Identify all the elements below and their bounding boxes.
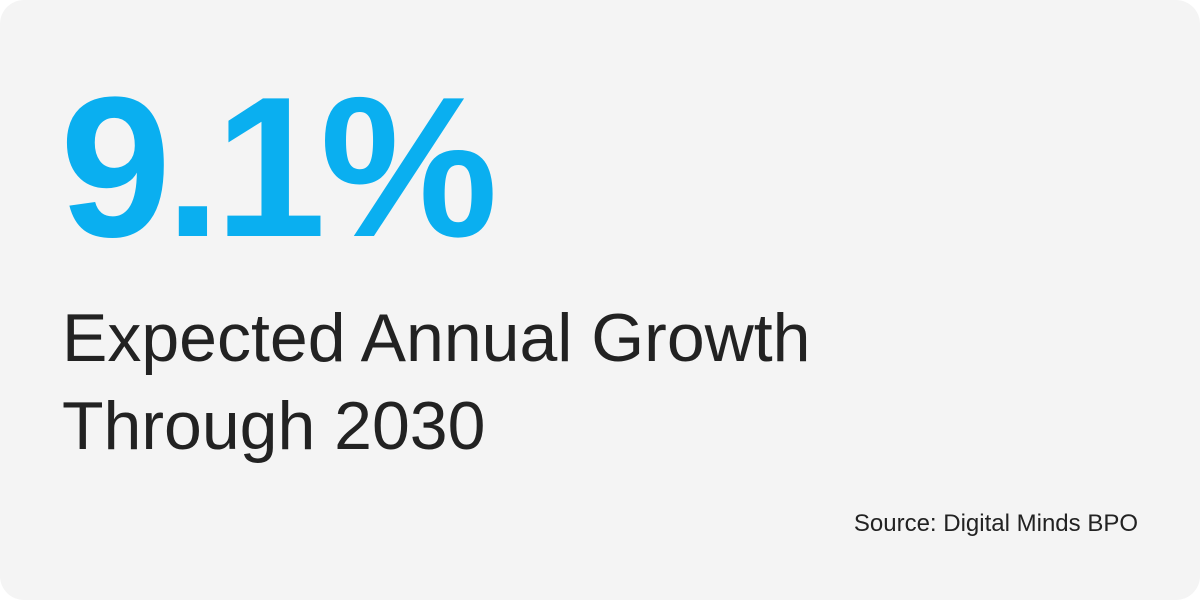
stat-value: 9.1%: [60, 56, 498, 279]
stat-label-line-1: Expected Annual Growth: [62, 300, 811, 376]
stat-label: Expected Annual Growth Through 2030: [62, 294, 810, 470]
source-note: Source: Digital Minds BPO: [853, 510, 1138, 537]
stat-label-line-2: Through 2030: [62, 388, 486, 464]
